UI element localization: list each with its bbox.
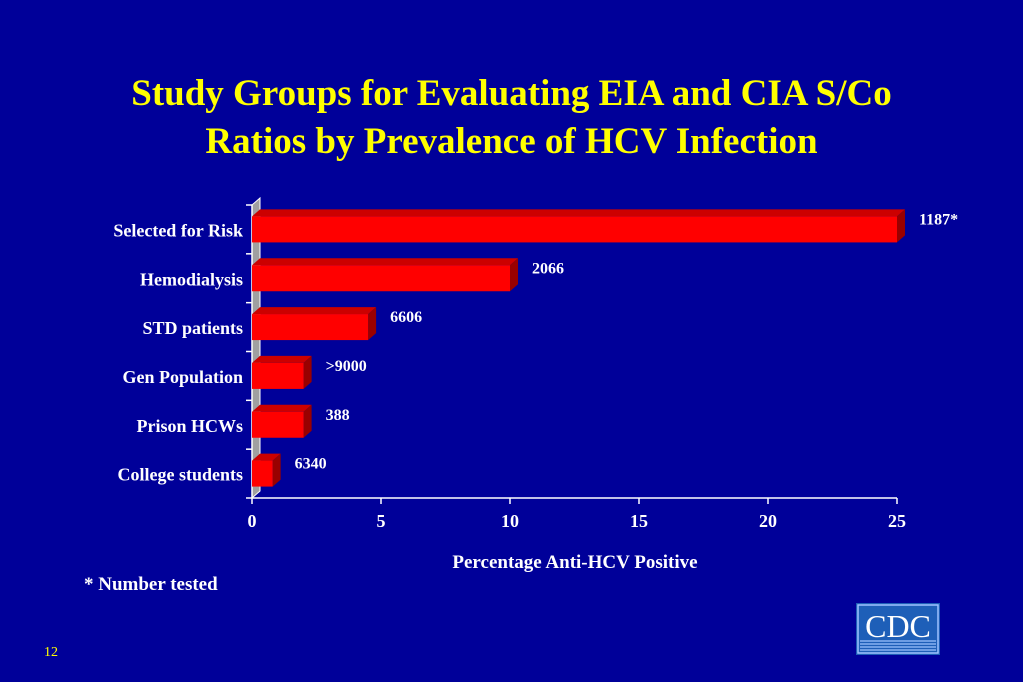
bar-front-face (252, 411, 304, 438)
category-label: Prison HCWs (136, 416, 243, 436)
bar-side-face (368, 307, 377, 341)
category-label: Selected for Risk (113, 220, 243, 240)
title-line-1: Study Groups for Evaluating EIA and CIA … (131, 73, 892, 114)
data-label: 6606 (390, 309, 422, 326)
data-label: 388 (326, 407, 350, 424)
bar-side-face (510, 258, 518, 292)
bar-side-face (303, 355, 312, 389)
bar-side-face (272, 453, 281, 487)
bar-front-face (252, 460, 273, 487)
bar-selected-for-risk (252, 209, 905, 243)
cdc-logo: CDC (856, 603, 940, 655)
footnote: * Number tested (84, 574, 218, 595)
bar-gen-population (252, 355, 312, 389)
bar-front-face (252, 314, 369, 341)
slide-number: 12 (44, 645, 58, 660)
x-tick-label: 5 (377, 511, 386, 531)
svg-text:CDC: CDC (865, 608, 931, 644)
category-label: STD patients (142, 318, 243, 338)
bar-prison-hcws (252, 404, 312, 438)
data-label: 2066 (532, 260, 564, 277)
bar-side-face (303, 404, 312, 438)
chart-axes: 0 5 10 15 20 25 (246, 204, 906, 531)
bar-side-face (897, 209, 905, 243)
x-tick-label: 0 (248, 511, 257, 531)
data-label: >9000 (326, 358, 367, 375)
bar-top-face (252, 453, 281, 461)
chart-bars (252, 209, 905, 487)
bar-hemodialysis (252, 258, 518, 292)
title-line-2: Ratios by Prevalence of HCV Infection (205, 121, 818, 162)
bar-top-face (252, 404, 312, 412)
bar-top-face (252, 307, 377, 315)
slide-title: Study Groups for Evaluating EIA and CIA … (0, 70, 1023, 166)
category-label: Gen Population (122, 367, 243, 387)
bar-front-face (252, 216, 897, 243)
chart-wall (251, 196, 261, 500)
category-label: Hemodialysis (140, 269, 243, 289)
x-tick-label: 20 (759, 511, 777, 531)
x-tick-label: 15 (630, 511, 648, 531)
bar-top-face (252, 258, 518, 266)
data-label: 6340 (295, 456, 327, 473)
x-tick-label: 25 (888, 511, 906, 531)
data-label: 1187* (919, 211, 958, 228)
x-tick-label: 10 (501, 511, 519, 531)
bar-front-face (252, 362, 304, 389)
x-axis-label: Percentage Anti-HCV Positive (452, 552, 697, 573)
chart-labels: Selected for Risk 1187* Hemodialysis 2066 ST… (113, 211, 958, 484)
bar-front-face (252, 265, 510, 292)
bar-std-patients (252, 307, 377, 341)
chart-3d-wall (251, 196, 261, 500)
bar-top-face (252, 209, 905, 217)
bar-college-students (252, 453, 281, 487)
bar-top-face (252, 355, 312, 363)
category-label: College students (118, 465, 244, 485)
